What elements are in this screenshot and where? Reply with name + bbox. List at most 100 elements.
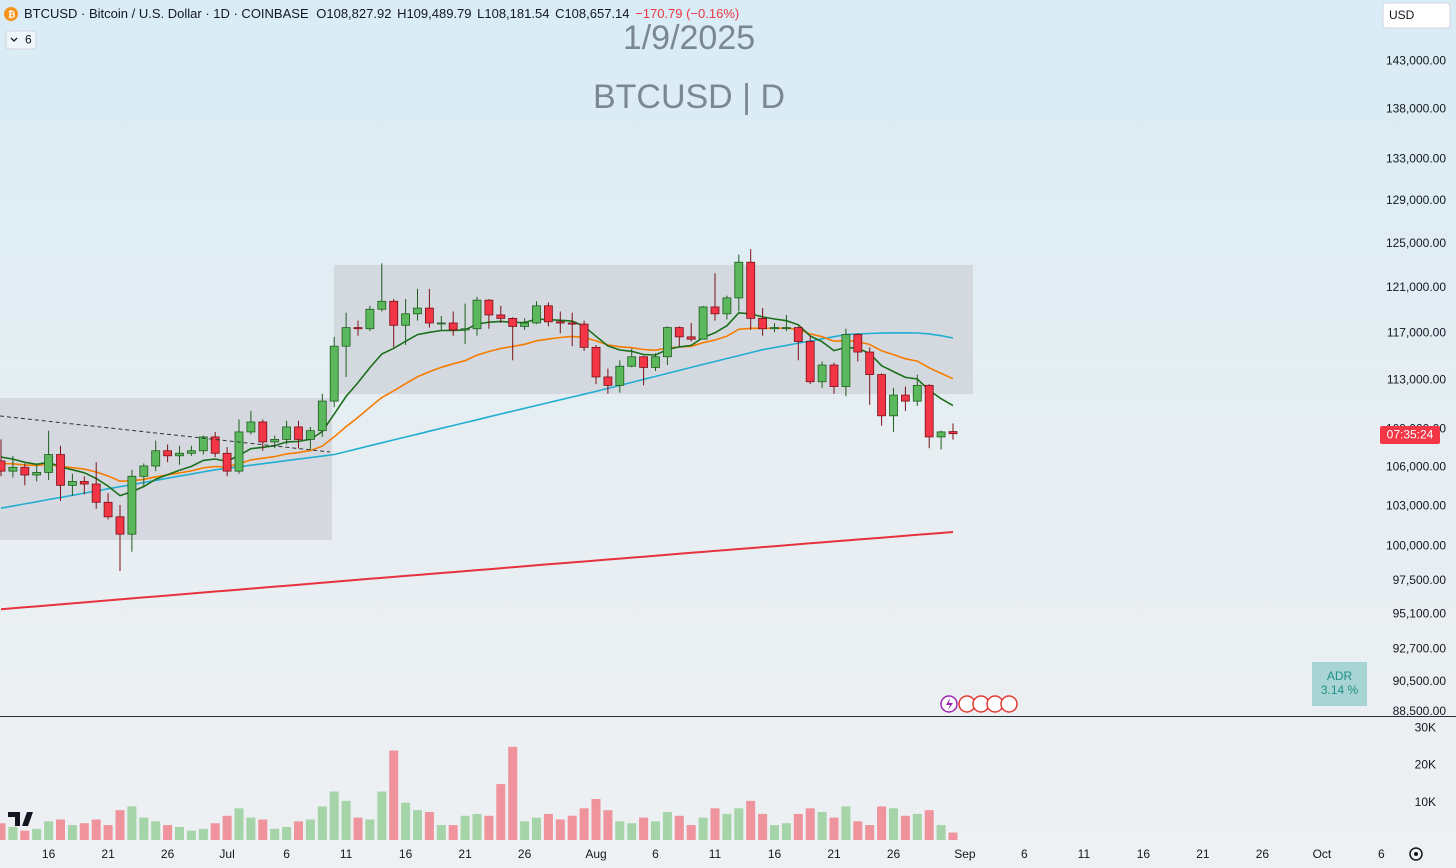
moving-average [0,331,954,509]
volume-bar [734,808,744,840]
volume-bar [186,830,196,840]
y-tick-label: 106,000.00 [1386,459,1446,473]
volume-bar [686,825,696,840]
y-tick-label: 121,000.00 [1386,280,1446,294]
y-tick-label: 133,000.00 [1386,152,1446,166]
x-tick-label: 11 [340,847,353,861]
candle-body [496,314,506,319]
candle-body [0,460,6,472]
y-tick-label: 117,000.00 [1387,326,1446,340]
candle-body [698,306,708,340]
candle-body [44,454,53,473]
volume-bar [389,750,399,840]
candle-body [353,327,363,330]
volume-bar [615,821,625,840]
currency-box[interactable] [1382,2,1451,29]
volume-bar [401,802,411,840]
candle-body [889,394,898,417]
adr-value: 3.14 % [1321,683,1359,697]
price-badge: 07:35:24 [1387,428,1434,442]
symbol-icon-glyph: ₿ [8,9,15,19]
volume-bar [555,819,565,840]
volume-bar [67,825,77,840]
volume-bar [532,817,541,840]
volume-bar [829,817,839,840]
volume-bar [508,746,518,840]
volume-bar [44,821,54,840]
volume-bar [746,800,756,840]
candle-body [722,297,732,315]
candle-body [948,431,958,435]
volume-bar [924,810,934,840]
event-icon[interactable] [1000,695,1018,713]
moving-average [0,531,954,611]
candle-body [936,431,946,438]
event-icons[interactable] [940,695,1018,713]
y-tick-label: 92,700.00 [1393,641,1447,655]
volume-bar [758,813,768,840]
currency-button[interactable]: USD [1382,2,1451,29]
y-tick-label: 103,000.00 [1386,498,1446,512]
x-tick-label: 11 [1078,847,1091,861]
volume-tick-label: 20K [1415,758,1436,772]
candle-body [544,305,553,323]
y-tick-label: 113,000.00 [1387,373,1446,387]
range-zone [334,265,973,394]
candle-body [448,322,458,331]
candle-body [8,466,18,472]
volume-bar [639,817,649,840]
adr-box [1312,662,1367,706]
tv-logo[interactable] [8,812,33,826]
candle-body [246,421,256,433]
trend-line [0,415,331,453]
volume-bar [282,826,292,840]
x-tick-label: 11 [709,847,722,861]
y-tick-label: 138,000.00 [1386,102,1446,116]
volume-bar [353,817,363,840]
candle-body [734,261,744,299]
candle-body [901,394,910,402]
x-tick-label: 21 [1196,847,1210,861]
x-tick-label: 6 [652,847,659,861]
volume-bar [198,828,208,840]
volume-bar [472,813,482,840]
x-tick-label: 21 [827,847,841,861]
x-tick-label: 21 [458,847,472,861]
volume-bar [484,815,494,840]
volume-bar [805,808,815,840]
candle-body [401,313,411,326]
indicators-toggle[interactable]: 6 [5,30,37,50]
candle-body [710,306,720,315]
volume-bar [543,813,553,840]
volume-bar [877,806,887,840]
volume-bar [436,825,446,840]
volume-tick-label: 30K [1415,720,1436,734]
x-tick-label: Sep [954,847,976,861]
toggle-box[interactable] [5,30,37,50]
candle-body [817,364,827,383]
settings-icon-center [1414,852,1418,856]
volume-bar [305,819,315,840]
ohlc-open: O108,827.92 [316,6,391,21]
candle-body [555,321,565,324]
candle-body [758,317,767,330]
volume-bar [496,784,506,840]
volume-bar [341,800,351,840]
volume-bar [603,810,613,840]
y-tick-label: 88,500.00 [1393,704,1447,718]
candle-body [912,384,922,402]
candle-body [413,307,422,315]
volume-bar [853,821,863,840]
candle-body [793,327,803,342]
x-tick-label: 26 [1256,847,1270,861]
candle-body [663,327,672,358]
candle-body [210,436,220,454]
candle-body [234,431,244,472]
event-glyph [946,698,953,710]
currency: USD [1389,8,1415,22]
settings-icon[interactable] [1409,847,1423,861]
candle-body [651,356,660,368]
volume-bar [365,819,375,840]
candle-body [579,323,589,348]
volume-bar [627,823,637,840]
